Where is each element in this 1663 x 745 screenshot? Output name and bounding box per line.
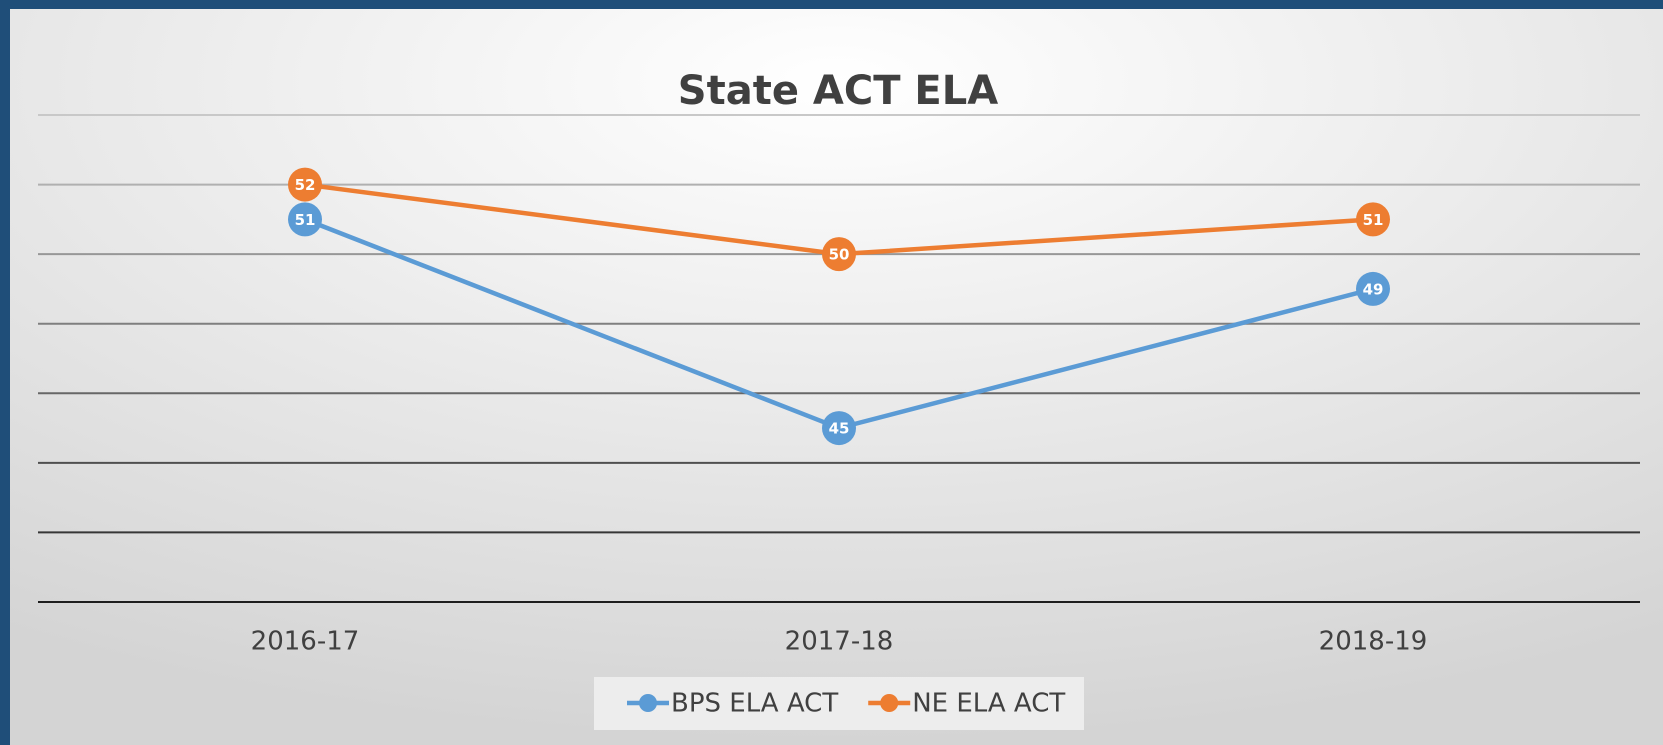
marker [1356,271,1390,306]
marker [1356,202,1390,237]
data-label: 49 [1363,280,1384,298]
legend-marker [639,694,657,712]
legend-label: NE ELA ACT [912,689,1065,719]
data-label: 51 [1363,211,1384,229]
data-label: 51 [295,211,316,229]
x-tick-label: 2016-17 [251,627,360,657]
marker [822,237,856,272]
legend-marker [880,694,899,712]
x-tick-label: 2018-19 [1319,627,1428,657]
data-label: 52 [295,176,316,194]
data-label: 50 [829,246,850,264]
chart-title: State ACT ELA [678,68,998,114]
marker [822,411,856,446]
legend-label: BPS ELA ACT [671,689,838,719]
chart-area [10,9,1663,745]
marker [288,167,322,202]
legend-box [594,677,1084,730]
x-tick-label: 2017-18 [785,627,894,657]
marker [288,202,322,237]
data-label: 45 [829,420,850,438]
